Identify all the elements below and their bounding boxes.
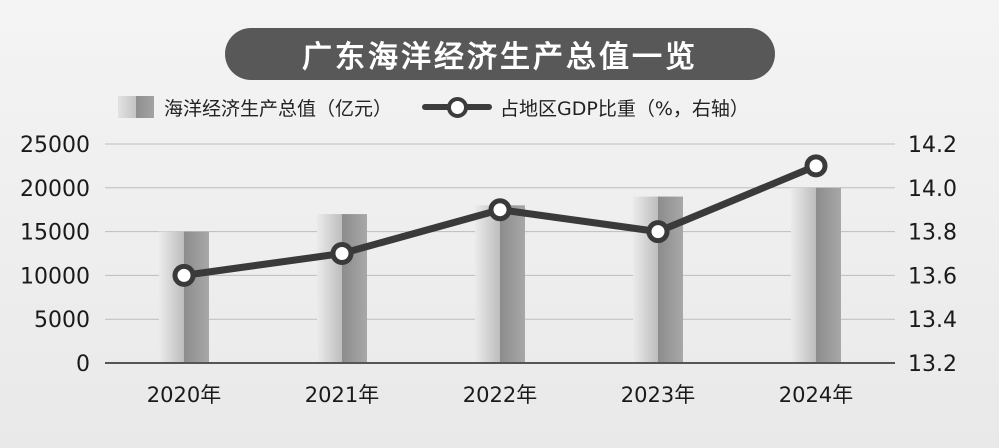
line-point <box>330 242 354 265</box>
x-tick-label: 2020年 <box>147 383 221 407</box>
bar-face-light <box>317 214 342 363</box>
legend-bar-label: 海洋经济生产总值（亿元） <box>164 97 393 120</box>
legend-line-label: 占地区GDP比重（%，右轴） <box>500 97 749 120</box>
y-left-tick-label: 15000 <box>20 221 90 246</box>
bar-face-dark <box>816 187 841 363</box>
bar-face-dark <box>184 231 209 363</box>
line-point <box>804 154 828 178</box>
y-right-tick-label: 13.8 <box>908 221 957 246</box>
x-tick-label: 2023年 <box>621 383 695 407</box>
y-left-tick-label: 5000 <box>34 308 90 333</box>
bar-face-light <box>475 205 500 363</box>
chart-legend: 海洋经济生产总值（亿元） 占地区GDP比重（%，右轴） <box>118 92 749 122</box>
y-left-tick-label: 0 <box>76 352 90 377</box>
legend-line-swatch <box>422 96 493 118</box>
y-right-tick-label: 14.0 <box>908 177 957 202</box>
line-point <box>488 198 512 222</box>
bar-face-light <box>159 231 184 363</box>
bar <box>475 205 525 363</box>
y-left-tick-label: 10000 <box>20 264 90 289</box>
y-right-tick-label: 13.2 <box>908 352 957 377</box>
bar <box>317 214 367 363</box>
y-right-tick-label: 14.2 <box>908 133 957 158</box>
x-tick-label: 2024年 <box>779 383 853 407</box>
y-right-tick-label: 13.6 <box>908 264 957 289</box>
chart-title: 广东海洋经济生产总值一览 <box>225 28 775 80</box>
y-left-tick-label: 20000 <box>20 177 90 202</box>
y-right-tick-label: 13.4 <box>908 308 957 333</box>
legend-bar-swatch <box>118 96 154 118</box>
y-left-tick-label: 25000 <box>20 133 90 158</box>
x-tick-label: 2022年 <box>463 383 537 407</box>
bar-face-dark <box>500 205 525 363</box>
line-point <box>646 220 670 244</box>
bar <box>791 187 841 363</box>
x-tick-label: 2021年 <box>305 383 379 407</box>
line-point <box>172 263 196 287</box>
bar <box>159 231 209 363</box>
bar-face-dark <box>342 214 367 363</box>
bar-face-light <box>791 187 816 363</box>
